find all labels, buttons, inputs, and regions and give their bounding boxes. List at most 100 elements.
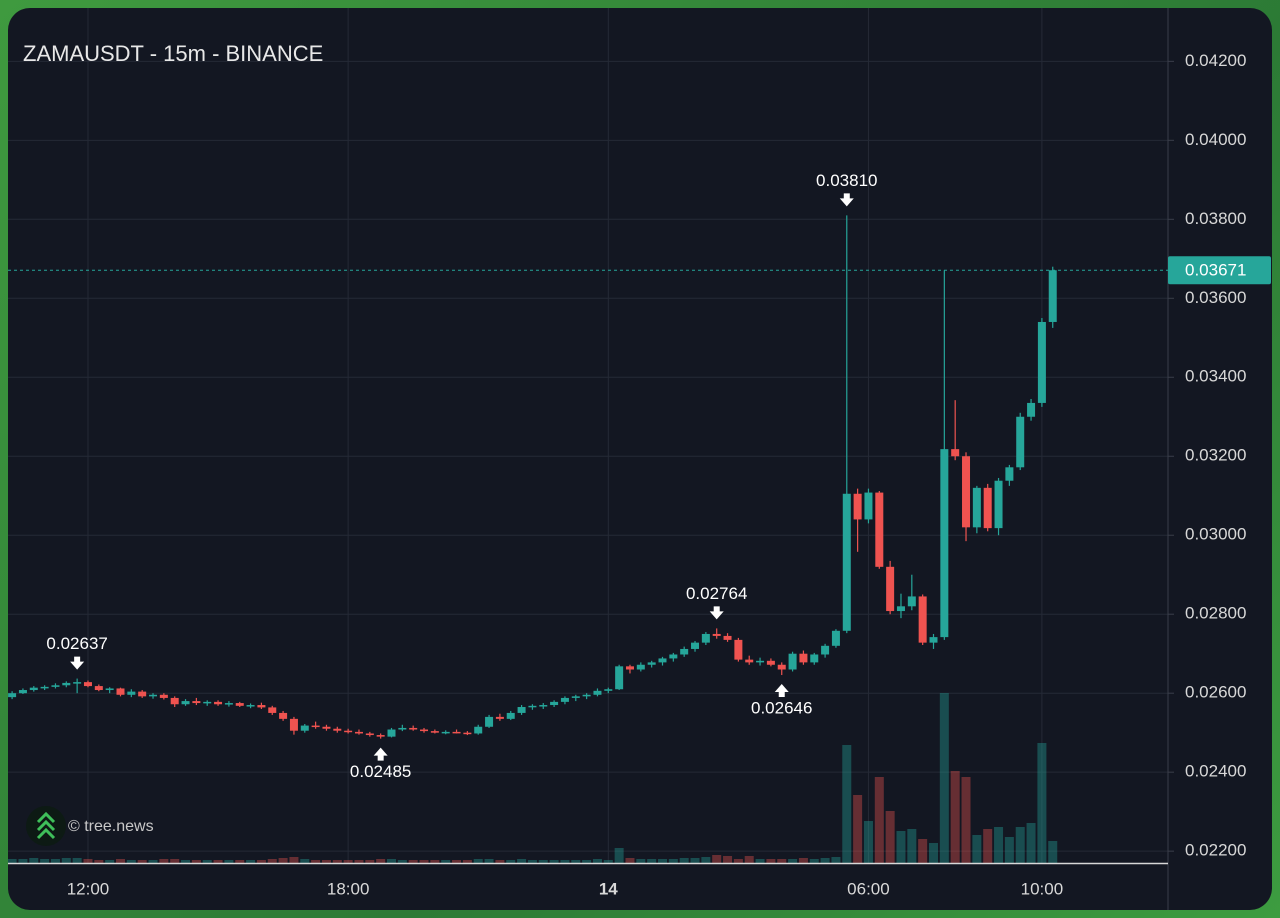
volume-bar [668, 859, 678, 863]
volume-bar [224, 860, 234, 863]
candle-body [127, 691, 136, 695]
candle-body [289, 718, 298, 731]
volume-bar [831, 857, 841, 863]
volume-bar [1026, 823, 1036, 863]
candle-body [831, 630, 840, 646]
candle-body [918, 596, 927, 643]
candle-body [1005, 467, 1014, 481]
candle-body [409, 727, 418, 730]
volume-bar [560, 860, 570, 863]
volume-bar [549, 860, 559, 863]
candle-body [571, 696, 580, 698]
y-tick-label: 0.04200 [1185, 51, 1246, 70]
volume-bar [116, 859, 125, 863]
volume-bar [582, 860, 592, 863]
volume-bar [441, 860, 451, 863]
candle-body [799, 653, 808, 663]
candle-body [615, 666, 624, 690]
watermark: © tree.news [68, 818, 154, 835]
volume-bar [506, 860, 516, 863]
annotation-arrow [70, 656, 85, 670]
candle-body [766, 660, 775, 665]
volume-bar [278, 858, 288, 863]
candle-body [875, 492, 884, 567]
candle-body [62, 682, 71, 686]
candle-body [604, 689, 613, 691]
candle-body [300, 725, 309, 731]
volume-bar [690, 858, 700, 863]
volume-bar [354, 860, 364, 863]
y-tick-label: 0.03000 [1185, 525, 1246, 544]
candle-body [896, 606, 905, 612]
volume-bar [148, 860, 158, 863]
candle-body [777, 664, 786, 670]
candle-body [430, 731, 439, 733]
volume-bar [235, 860, 245, 863]
volume-bar [484, 859, 494, 863]
volume-bar [744, 856, 754, 863]
candle-body [73, 682, 82, 684]
candle-body [40, 686, 49, 689]
y-tick-label: 0.02800 [1185, 604, 1246, 623]
volume-bar [907, 829, 917, 863]
volume-bar [300, 859, 310, 863]
candle-body [517, 707, 526, 713]
volume-bar [918, 839, 928, 863]
candle-body [853, 493, 862, 520]
volume-bar [202, 860, 212, 863]
volume-bar [950, 771, 960, 863]
volume-bar [29, 858, 39, 863]
candle-body [647, 662, 656, 665]
volume-bar [311, 860, 321, 863]
volume-bar [397, 860, 407, 863]
candle-body [962, 456, 971, 528]
grid [8, 8, 1168, 863]
candle-body [268, 707, 277, 713]
axes: 0.02200 0.02400 0.02600 0.02800 0.03000 0.032… [8, 51, 1271, 898]
volume-bar [777, 859, 787, 863]
candle-body [951, 449, 960, 457]
candle-body [420, 729, 429, 732]
annotation-label: 0.02646 [751, 699, 812, 718]
volume-bar [733, 859, 743, 863]
candle-body [8, 693, 17, 698]
annotation-label: 0.03810 [816, 171, 877, 190]
candle-body [680, 648, 689, 655]
candle-body [788, 653, 797, 670]
candle-body [159, 694, 168, 698]
volume-bar [94, 860, 104, 863]
candle-body [940, 449, 949, 638]
volume-bar [809, 859, 819, 863]
volume-bar [419, 860, 429, 863]
candle-body [149, 694, 158, 697]
y-tick-label: 0.02200 [1185, 841, 1246, 860]
candle-body [864, 492, 873, 520]
annotation-arrow [839, 193, 854, 207]
volume-bar [246, 860, 256, 863]
volume-bar [853, 795, 863, 863]
candle-body [398, 727, 407, 730]
candle-body [560, 697, 569, 702]
y-tick-label: 0.02600 [1185, 683, 1246, 702]
volume-bar [50, 859, 60, 863]
volume-bar [105, 860, 115, 863]
volume-bar [495, 860, 505, 863]
candle-body [18, 690, 27, 694]
volume-bar [191, 860, 201, 863]
volume-bar [592, 859, 602, 863]
volume-bar [159, 859, 169, 863]
candle-body [51, 685, 60, 687]
annotation-arrow [774, 684, 789, 698]
volume-bar [863, 821, 873, 863]
candle-body [235, 703, 244, 706]
candle-body [994, 480, 1003, 529]
volume-layer [8, 693, 1058, 863]
candle-body [669, 654, 678, 659]
volume-bar [636, 859, 646, 863]
candle-body [972, 487, 981, 528]
volume-bar [972, 835, 982, 863]
volume-bar [376, 859, 386, 863]
volume-bar [994, 827, 1004, 863]
last-price-tag [1168, 256, 1271, 285]
